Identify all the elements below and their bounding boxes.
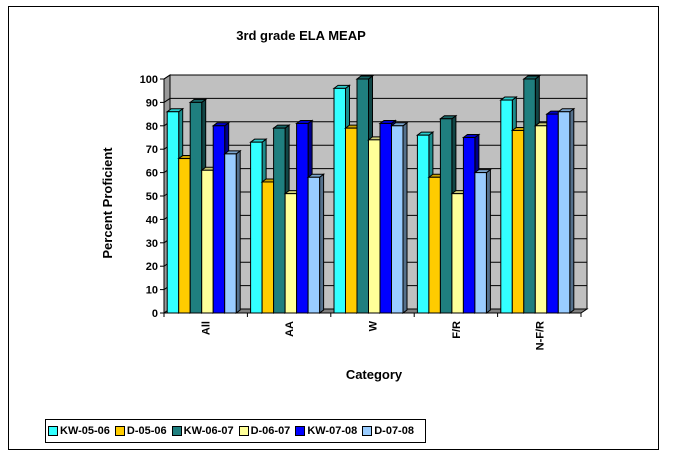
bar-D-05-06-W: [345, 127, 358, 314]
chart-canvas: 3rd grade ELA MEAP Percent Proficient Ca…: [100, 28, 589, 382]
bar-side: [319, 173, 325, 314]
x-axis-title: Category: [346, 367, 403, 382]
bar-KW-05-06-W: [333, 87, 346, 314]
bar-KW-07-08-W: [379, 122, 392, 314]
bar-KW-05-06-N-F/R: [500, 99, 513, 314]
y-tick-label: 20: [146, 261, 158, 273]
chart-title: 3rd grade ELA MEAP: [236, 28, 366, 43]
bar-KW-06-07-All: [189, 101, 203, 314]
y-tick-label: 90: [146, 97, 158, 109]
bar-side: [485, 168, 491, 314]
legend-label: D-07-08: [374, 425, 414, 437]
gridline: [163, 74, 587, 80]
bar-D-05-06-N-F/R: [511, 129, 525, 314]
bar-KW-05-06-All: [166, 111, 180, 314]
bar-D-05-06-F/R: [428, 176, 441, 314]
legend-item: D-06-07: [238, 425, 291, 437]
gridline: [163, 97, 587, 103]
x-tick-label: F/R: [451, 321, 463, 339]
x-tick-label: AA: [284, 321, 296, 337]
legend: KW-05-06 D-05-06 KW-06-07 D-06-07 KW-07-08 D-…: [45, 419, 426, 443]
bar-D-06-07-F/R: [451, 193, 464, 314]
legend-swatch: [48, 426, 58, 436]
bar-KW-05-06-AA: [250, 141, 263, 314]
y-tick-label: 80: [146, 121, 158, 133]
bar-KW-06-07-W: [356, 78, 369, 314]
bar-side: [569, 107, 575, 314]
bar-D-06-07-N-F/R: [534, 125, 548, 314]
bar-D-07-08-All: [224, 153, 237, 314]
x-tick-label: N-F/R: [534, 321, 546, 350]
bar-KW-06-07-AA: [273, 127, 286, 314]
bar-KW-07-08-N-F/R: [546, 113, 559, 314]
legend-swatch: [171, 426, 182, 436]
x-tick-label: W: [368, 320, 380, 331]
bar-D-07-08-W: [391, 125, 404, 314]
y-tick-label: 100: [140, 74, 158, 86]
y-tick-label: 0: [152, 308, 158, 320]
legend-item: KW-05-06: [48, 425, 110, 437]
bar-D-07-08-F/R: [474, 172, 487, 314]
legend-swatch: [114, 426, 125, 436]
bar-KW-06-07-F/R: [439, 118, 453, 314]
legend-label: KW-06-07: [183, 425, 234, 437]
bar-KW-07-08-F/R: [462, 137, 476, 314]
x-tick-label: All: [201, 321, 213, 335]
legend-swatch: [362, 426, 373, 436]
y-tick-label: 70: [146, 144, 158, 156]
legend-item: D-07-08: [362, 425, 414, 437]
bar-D-06-07-All: [201, 169, 214, 314]
y-tick-label: 30: [146, 238, 158, 250]
legend-item: KW-07-08: [295, 425, 357, 437]
bar-side: [402, 121, 408, 314]
y-tick-label: 10: [146, 285, 158, 297]
bar-KW-07-08-All: [212, 125, 226, 314]
bar-side: [235, 149, 241, 314]
chart-frame: 3rd grade ELA MEAP Percent Proficient Ca…: [8, 6, 659, 450]
legend-label: KW-05-06: [60, 425, 110, 437]
legend-label: KW-07-08: [307, 425, 358, 437]
y-tick-label: 60: [146, 168, 158, 180]
legend-item: D-05-06: [114, 425, 167, 437]
legend-label: D-06-07: [250, 425, 291, 437]
legend-swatch: [238, 426, 249, 436]
bar-KW-05-06-F/R: [416, 134, 430, 314]
bar-D-06-07-W: [368, 139, 381, 314]
bar-D-05-06-All: [178, 158, 191, 314]
plot-area: 0 10 20 30 40 50 60 70 80 90 100 All AA W F/R N-F/R: [140, 74, 589, 350]
bar-KW-07-08-AA: [296, 122, 309, 314]
legend-swatch: [295, 426, 306, 436]
y-tick-label: 40: [146, 214, 158, 226]
bar-D-07-08-N-F/R: [557, 111, 571, 314]
bar-D-05-06-AA: [261, 181, 275, 314]
legend-label: D-05-06: [126, 425, 167, 437]
bar-KW-06-07-N-F/R: [523, 78, 536, 314]
y-axis-title: Percent Proficient: [100, 147, 115, 259]
bar-D-07-08-AA: [307, 176, 321, 314]
bar-D-06-07-AA: [284, 193, 298, 314]
legend-item: KW-06-07: [171, 425, 234, 437]
y-tick-label: 50: [146, 191, 158, 203]
